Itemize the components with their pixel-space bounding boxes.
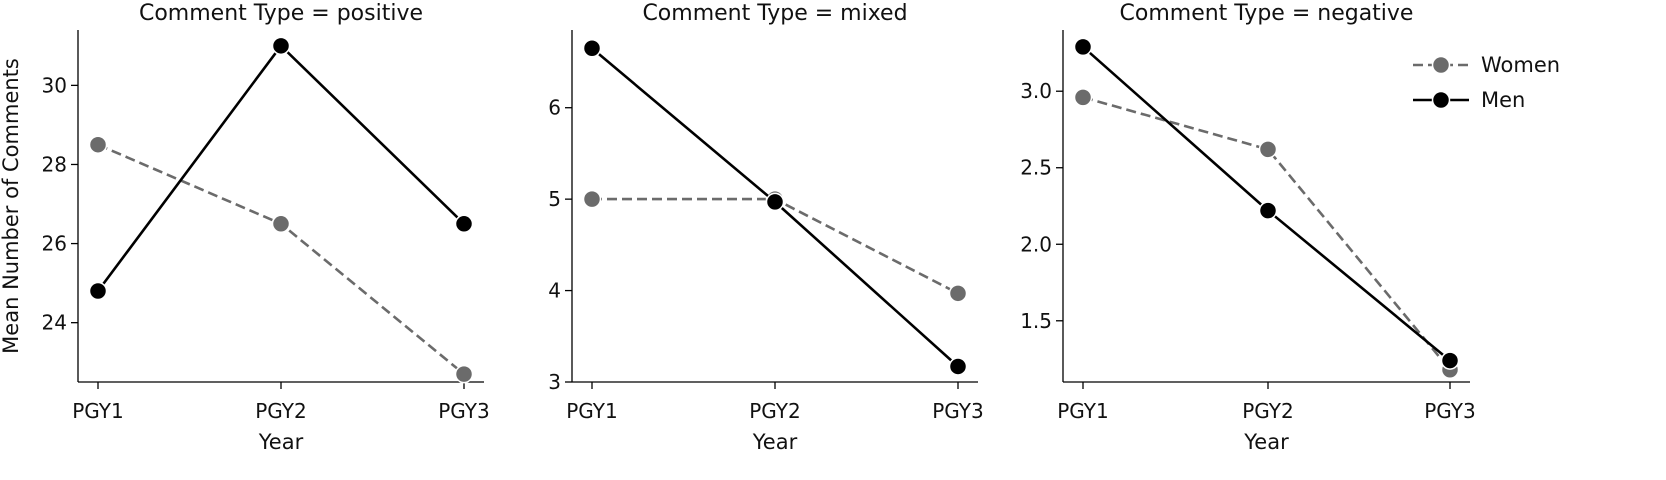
y-tick-label: 30 xyxy=(42,73,67,97)
panel-title: Comment Type = mixed xyxy=(642,1,907,26)
series-line-women xyxy=(1082,96,1452,371)
x-axis-label: Year xyxy=(1243,430,1289,454)
y-tick-label: 4 xyxy=(548,279,561,303)
x-axis-label: Year xyxy=(258,430,304,454)
legend-label-women: Women xyxy=(1481,53,1560,77)
panel-title: Comment Type = positive xyxy=(139,1,423,26)
legend: Women Men xyxy=(1413,53,1560,112)
x-tick-label: PGY2 xyxy=(749,399,801,423)
data-point-men xyxy=(1440,351,1460,370)
series-line-men xyxy=(96,43,465,292)
data-point-men xyxy=(271,36,291,56)
x-tick-label: PGY3 xyxy=(438,399,490,423)
data-point-men xyxy=(88,281,108,301)
x-axis-label: Year xyxy=(752,430,798,454)
data-point-women xyxy=(1073,88,1093,107)
series-line-women xyxy=(97,143,465,376)
legend-marker-men xyxy=(1431,90,1451,110)
x-tick-label: PGY2 xyxy=(255,399,307,423)
y-tick-label: 24 xyxy=(42,311,67,335)
data-point-men xyxy=(948,357,968,376)
y-tick-label: 1.5 xyxy=(1020,309,1052,333)
y-tick-label: 2.0 xyxy=(1020,232,1052,256)
x-tick-label: PGY1 xyxy=(1057,399,1109,423)
data-point-men xyxy=(1073,37,1093,57)
y-tick-label: 2.5 xyxy=(1020,156,1052,180)
panel-title: Comment Type = negative xyxy=(1120,1,1414,26)
x-tick-label: PGY1 xyxy=(72,399,124,423)
panel-mixed: Comment Type = mixed 3 4 5 6 PGY1 PGY2 PGY3 Year xyxy=(548,1,983,454)
y-tick-label: 5 xyxy=(548,187,561,211)
data-point-men xyxy=(765,192,785,212)
x-tick-label: PGY3 xyxy=(1424,399,1476,423)
x-tick-label: PGY3 xyxy=(932,399,984,423)
data-point-men xyxy=(582,39,602,58)
legend-marker-women xyxy=(1431,55,1451,75)
panel-positive: Comment Type = positive 24 26 28 30 PGY1 PGY2 P… xyxy=(0,1,490,454)
y-axis-label: Mean Number of Comments xyxy=(0,58,23,354)
data-point-men xyxy=(1258,201,1278,220)
y-tick-label: 3.0 xyxy=(1020,79,1052,103)
series-line-women xyxy=(592,197,959,295)
y-tick-label: 3 xyxy=(548,370,561,394)
y-tick-label: 6 xyxy=(548,96,561,120)
data-point-women xyxy=(582,189,602,209)
data-point-women xyxy=(1258,140,1278,159)
data-point-women xyxy=(271,214,291,234)
x-tick-label: PGY1 xyxy=(566,399,618,423)
data-point-men xyxy=(454,214,474,234)
panel-negative: Comment Type = negative 1.5 2.0 2.5 3.0 PGY1 P… xyxy=(1020,1,1476,454)
x-tick-label: PGY2 xyxy=(1242,399,1294,423)
y-tick-label: 26 xyxy=(42,232,67,256)
data-point-women xyxy=(88,135,108,154)
y-tick-label: 28 xyxy=(42,152,67,176)
legend-label-men: Men xyxy=(1481,88,1525,112)
data-point-women xyxy=(454,364,474,384)
data-point-women xyxy=(948,284,968,303)
